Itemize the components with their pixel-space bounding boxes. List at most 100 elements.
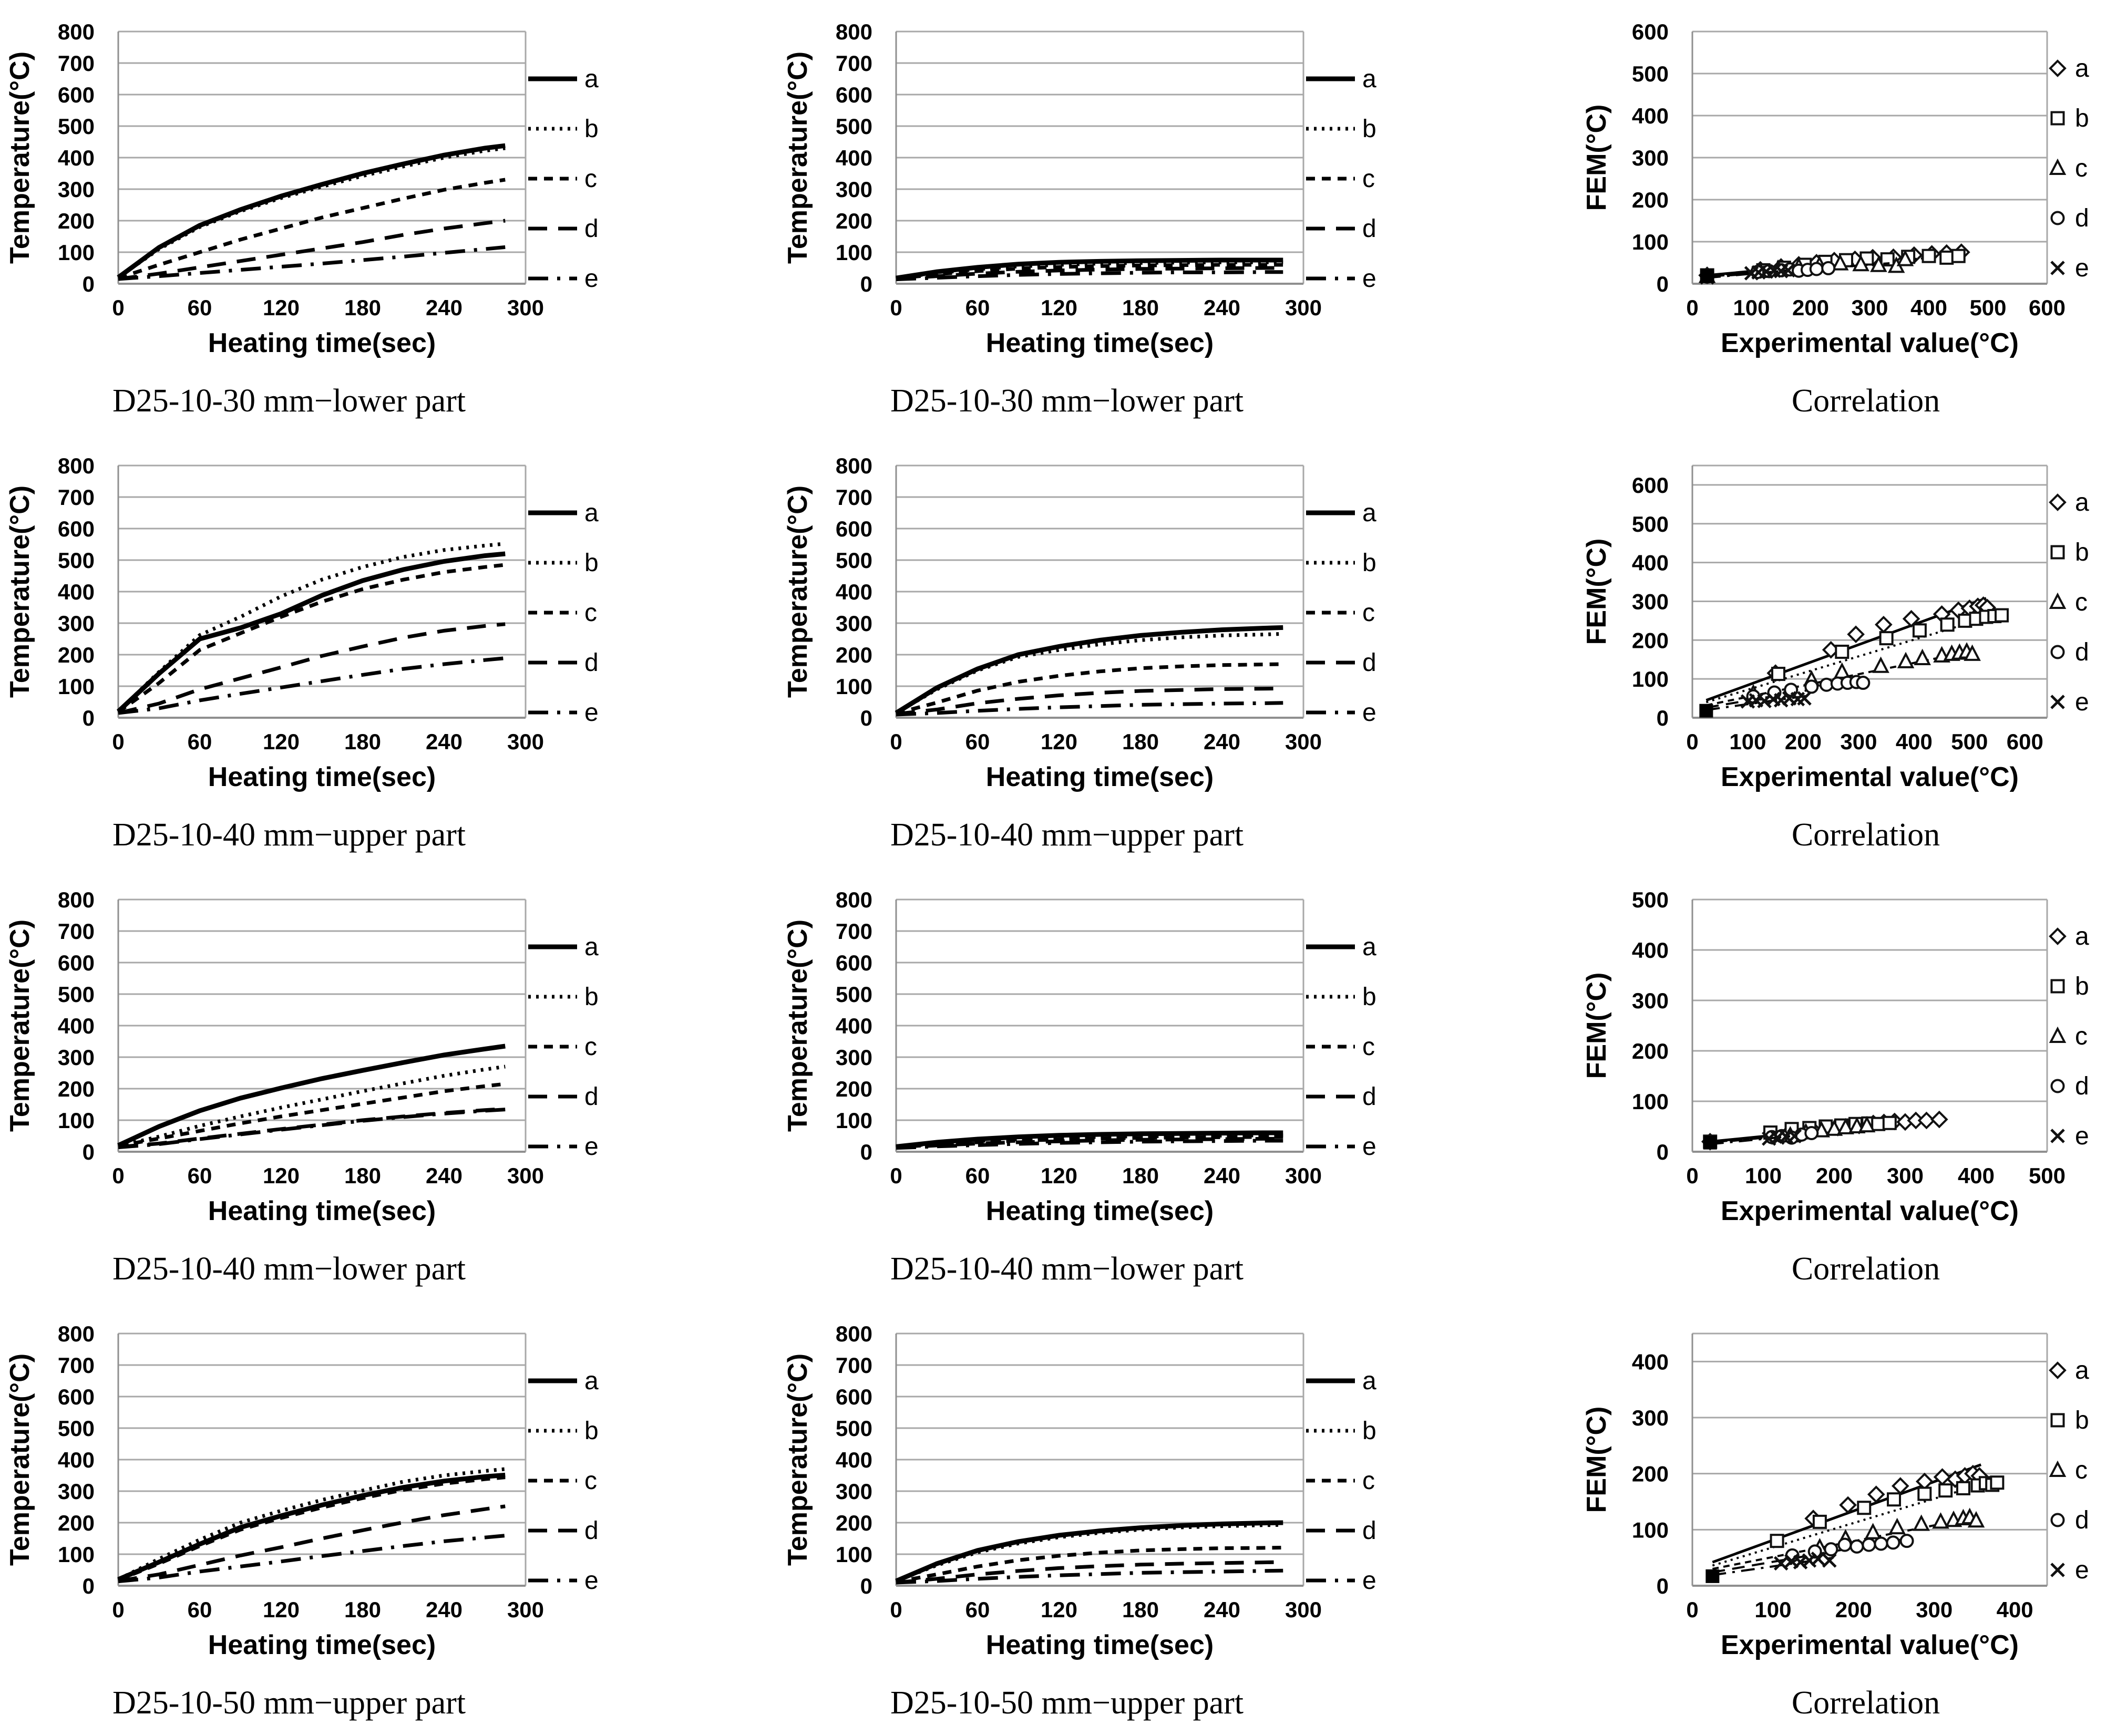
svg-text:300: 300 bbox=[507, 295, 544, 320]
chart-title: D25-10-50 mm−upper part bbox=[112, 1685, 466, 1721]
svg-text:0: 0 bbox=[860, 1574, 872, 1598]
x-axis-label: Heating time(sec) bbox=[208, 762, 436, 792]
legend-label-b: b bbox=[584, 983, 599, 1011]
svg-text:0: 0 bbox=[890, 1597, 902, 1622]
svg-text:200: 200 bbox=[58, 1511, 95, 1535]
svg-text:600: 600 bbox=[58, 82, 95, 107]
svg-text:700: 700 bbox=[58, 51, 95, 76]
svg-text:800: 800 bbox=[58, 453, 95, 478]
legend-marker-b bbox=[2050, 1413, 2065, 1428]
series-c bbox=[896, 1545, 1283, 1584]
legend-label-e: e bbox=[584, 1133, 599, 1161]
svg-text:0: 0 bbox=[890, 1163, 902, 1188]
legend-marker-d bbox=[2050, 1513, 2065, 1527]
y-axis-label: Temperature(°C) bbox=[5, 1353, 35, 1566]
series-d bbox=[896, 266, 1283, 281]
svg-text:600: 600 bbox=[2029, 295, 2066, 320]
svg-text:0: 0 bbox=[860, 272, 872, 296]
chart-title: Correlation bbox=[1791, 1685, 1940, 1721]
svg-text:0: 0 bbox=[112, 729, 124, 754]
svg-text:300: 300 bbox=[1632, 146, 1669, 170]
svg-text:800: 800 bbox=[58, 19, 95, 44]
legend-marker-c bbox=[2049, 1026, 2067, 1043]
svg-text:300: 300 bbox=[1285, 729, 1322, 754]
tick-labels: 0 100 200 300 400 500 600 700 800 0 60 120 180 240 300 bbox=[58, 453, 544, 754]
svg-text:0: 0 bbox=[112, 295, 124, 320]
series-a bbox=[117, 143, 506, 280]
series-d bbox=[896, 1136, 1283, 1150]
svg-text:0: 0 bbox=[1686, 295, 1698, 320]
legend-label-c: c bbox=[1362, 1033, 1375, 1061]
svg-text:300: 300 bbox=[1887, 1163, 1924, 1188]
y-axis-label: FEM(°C) bbox=[1581, 973, 1612, 1079]
legend-marker-a bbox=[2049, 927, 2067, 945]
legend-label-e: e bbox=[2075, 254, 2089, 282]
axis-labels: Heating time(sec) Temperature(°C) bbox=[783, 1353, 1214, 1660]
chart-cell-r4c3: 0 100 200 300 400 0 100 200 300 400 Experimental v… bbox=[1577, 1302, 2127, 1736]
svg-text:500: 500 bbox=[836, 114, 872, 139]
svg-text:400: 400 bbox=[58, 146, 95, 170]
svg-text:300: 300 bbox=[1285, 295, 1322, 320]
legend-marker-e bbox=[2050, 695, 2065, 709]
y-axis-label: Temperature(°C) bbox=[783, 1353, 813, 1566]
chart-title: D25-10-40 mm−lower part bbox=[112, 1251, 466, 1287]
svg-text:0: 0 bbox=[860, 706, 872, 730]
y-axis-label: Temperature(°C) bbox=[5, 485, 35, 698]
chart-title: D25-10-50 mm−upper part bbox=[890, 1685, 1244, 1721]
y-axis-label: Temperature(°C) bbox=[5, 919, 35, 1132]
x-axis-label: Heating time(sec) bbox=[986, 762, 1214, 792]
legend-marker-a bbox=[2049, 1361, 2067, 1379]
legend-label-b: b bbox=[584, 115, 599, 143]
svg-text:120: 120 bbox=[263, 295, 300, 320]
svg-text:180: 180 bbox=[344, 1163, 381, 1188]
svg-text:120: 120 bbox=[1041, 729, 1077, 754]
legend-marker-b bbox=[2050, 111, 2065, 126]
legend-marker-d bbox=[2050, 1079, 2065, 1093]
svg-text:100: 100 bbox=[1754, 1597, 1791, 1622]
series-b bbox=[117, 146, 506, 279]
svg-text:0: 0 bbox=[1686, 729, 1698, 754]
svg-text:300: 300 bbox=[836, 177, 872, 202]
series-b bbox=[1712, 1475, 2005, 1567]
svg-text:0: 0 bbox=[1686, 1163, 1698, 1188]
line-chart-d25-10-30-lower-1: 0 100 200 300 400 500 600 700 800 0 60 120 180 240 300… bbox=[5, 19, 599, 358]
legend-label-d: d bbox=[2075, 1072, 2089, 1100]
svg-text:240: 240 bbox=[426, 1597, 463, 1622]
legend-label-a: a bbox=[2075, 489, 2089, 516]
svg-text:120: 120 bbox=[1041, 1163, 1077, 1188]
svg-text:100: 100 bbox=[836, 240, 872, 265]
svg-text:300: 300 bbox=[836, 611, 872, 636]
legend-marker-c bbox=[2049, 1460, 2067, 1477]
svg-text:100: 100 bbox=[1632, 1089, 1669, 1114]
series-a bbox=[117, 1472, 506, 1582]
svg-text:180: 180 bbox=[344, 1597, 381, 1622]
legend-label-a: a bbox=[584, 499, 599, 527]
gridlines bbox=[1691, 464, 2048, 719]
svg-text:200: 200 bbox=[1835, 1597, 1872, 1622]
svg-text:0: 0 bbox=[1657, 1140, 1669, 1164]
svg-text:400: 400 bbox=[836, 1014, 872, 1038]
y-axis-label: FEM(°C) bbox=[1581, 539, 1612, 645]
axis-labels: Experimental value(°C) FEM(°C) bbox=[1581, 539, 2019, 792]
legend-label-c: c bbox=[584, 599, 597, 627]
svg-text:100: 100 bbox=[836, 1542, 872, 1567]
svg-text:180: 180 bbox=[344, 295, 381, 320]
legend-label-b: b bbox=[2075, 539, 2089, 566]
series-a bbox=[117, 1043, 506, 1148]
svg-text:500: 500 bbox=[2029, 1163, 2066, 1188]
series-c bbox=[117, 1475, 506, 1582]
series-e bbox=[896, 701, 1283, 717]
svg-text:600: 600 bbox=[2007, 729, 2043, 754]
series-e bbox=[1706, 691, 1812, 711]
chart-cell-r1c1: 0 100 200 300 400 500 600 700 800 0 60 120 180 240 300… bbox=[0, 0, 778, 434]
legend-label-c: c bbox=[1362, 599, 1375, 627]
legend-label-e: e bbox=[584, 265, 599, 293]
series-c bbox=[118, 1082, 506, 1148]
legend-label-e: e bbox=[1362, 699, 1376, 727]
